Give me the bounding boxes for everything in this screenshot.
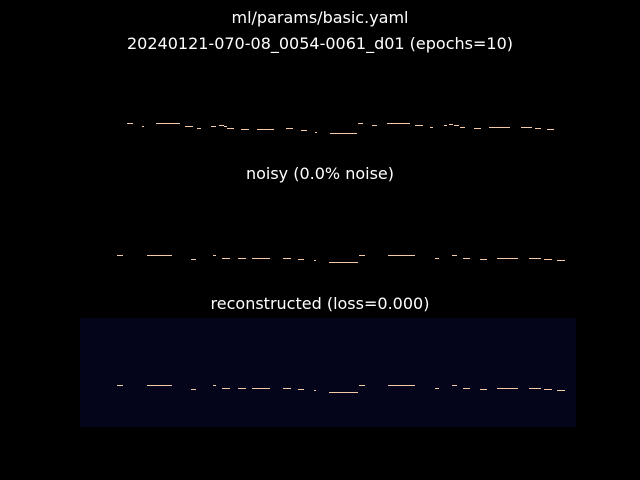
note-bar-1	[147, 255, 172, 256]
figure-title: ml/params/basic.yaml	[231, 8, 409, 27]
note-bar-5	[238, 388, 246, 389]
note-bar-2	[156, 123, 180, 124]
note-bar-6	[252, 258, 270, 259]
note-bar-4	[222, 388, 230, 389]
note-bar-20	[557, 390, 565, 391]
note-bar-10	[329, 262, 358, 263]
note-bar-17	[387, 123, 410, 124]
note-bar-24	[474, 128, 481, 129]
note-bar-15	[358, 123, 363, 124]
note-bar-17	[497, 258, 518, 259]
note-bar-2	[191, 259, 196, 260]
note-bar-23	[460, 127, 465, 128]
note-bar-14	[452, 255, 457, 256]
note-bar-6	[252, 388, 270, 389]
note-bar-7	[283, 258, 291, 259]
note-bar-5	[238, 258, 246, 259]
note-bar-28	[547, 129, 554, 130]
note-bar-0	[117, 255, 123, 256]
note-bar-8	[298, 389, 304, 390]
note-bar-18	[415, 125, 423, 126]
noisy-panel-title: noisy (0.0% noise)	[245, 164, 395, 183]
note-bar-12	[388, 385, 415, 386]
note-bar-11	[286, 128, 293, 129]
note-bar-18	[529, 258, 541, 259]
note-bar-4	[197, 128, 201, 129]
note-bar-1	[142, 126, 144, 127]
note-bar-17	[497, 388, 518, 389]
note-bar-20	[444, 125, 447, 126]
note-bar-8	[298, 259, 304, 260]
note-bar-0	[127, 123, 133, 124]
note-bar-8	[227, 128, 234, 129]
note-bar-3	[213, 385, 216, 386]
note-bar-12	[388, 255, 415, 256]
note-bar-16	[480, 259, 487, 260]
note-bar-19	[544, 259, 552, 260]
note-bar-7	[224, 126, 227, 127]
note-bar-13	[435, 388, 439, 389]
note-bar-11	[359, 255, 365, 256]
note-bar-4	[222, 258, 230, 259]
note-bar-11	[359, 385, 365, 386]
note-bar-19	[430, 127, 433, 128]
note-bar-25	[489, 127, 510, 128]
reconstructed-panel-title: reconstructed (loss=0.000)	[210, 294, 430, 313]
note-bar-26	[521, 127, 532, 128]
note-bar-12	[301, 130, 307, 131]
note-bar-13	[315, 132, 317, 133]
note-bar-20	[557, 260, 565, 261]
note-bar-5	[211, 126, 216, 127]
figure-subtitle: 20240121-070-08_0054-0061_d01 (epochs=10…	[126, 34, 513, 53]
note-bar-13	[435, 258, 439, 259]
note-bar-1	[147, 385, 172, 386]
note-bar-21	[449, 124, 453, 125]
panel-background	[80, 318, 576, 427]
note-bar-10	[329, 392, 358, 393]
note-bar-14	[452, 385, 457, 386]
note-bar-19	[544, 389, 552, 390]
reconstructed-piano-roll	[80, 318, 576, 427]
note-bar-16	[480, 389, 487, 390]
note-bar-15	[463, 258, 470, 259]
original-piano-roll	[127, 123, 554, 134]
note-bar-9	[241, 129, 249, 130]
note-bar-2	[191, 389, 196, 390]
note-bar-6	[219, 125, 224, 126]
note-bar-10	[257, 129, 274, 130]
note-bar-7	[283, 388, 291, 389]
note-bar-27	[535, 128, 541, 129]
noisy-piano-roll	[117, 255, 565, 263]
note-bar-3	[185, 126, 193, 127]
note-bar-15	[463, 388, 470, 389]
note-bar-9	[314, 260, 316, 261]
note-bar-3	[213, 255, 216, 256]
note-bar-16	[372, 125, 377, 126]
note-bar-22	[454, 125, 459, 126]
note-bar-18	[529, 388, 541, 389]
note-bar-0	[117, 385, 123, 386]
note-bar-14	[330, 133, 357, 134]
note-bar-9	[314, 390, 316, 391]
